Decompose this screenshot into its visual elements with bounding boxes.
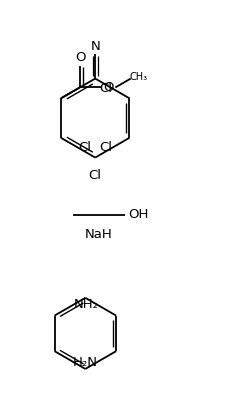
- Text: Cl: Cl: [78, 141, 91, 154]
- Text: Cl: Cl: [99, 82, 112, 95]
- Text: N: N: [90, 40, 100, 53]
- Text: NH₂: NH₂: [73, 298, 98, 311]
- Text: O: O: [103, 81, 114, 94]
- Text: Cl: Cl: [89, 169, 102, 182]
- Text: Cl: Cl: [99, 141, 112, 154]
- Text: CH₃: CH₃: [130, 72, 148, 81]
- Text: OH: OH: [128, 208, 149, 221]
- Text: O: O: [76, 51, 86, 64]
- Text: H₂N: H₂N: [72, 356, 97, 368]
- Text: NaH: NaH: [84, 228, 112, 241]
